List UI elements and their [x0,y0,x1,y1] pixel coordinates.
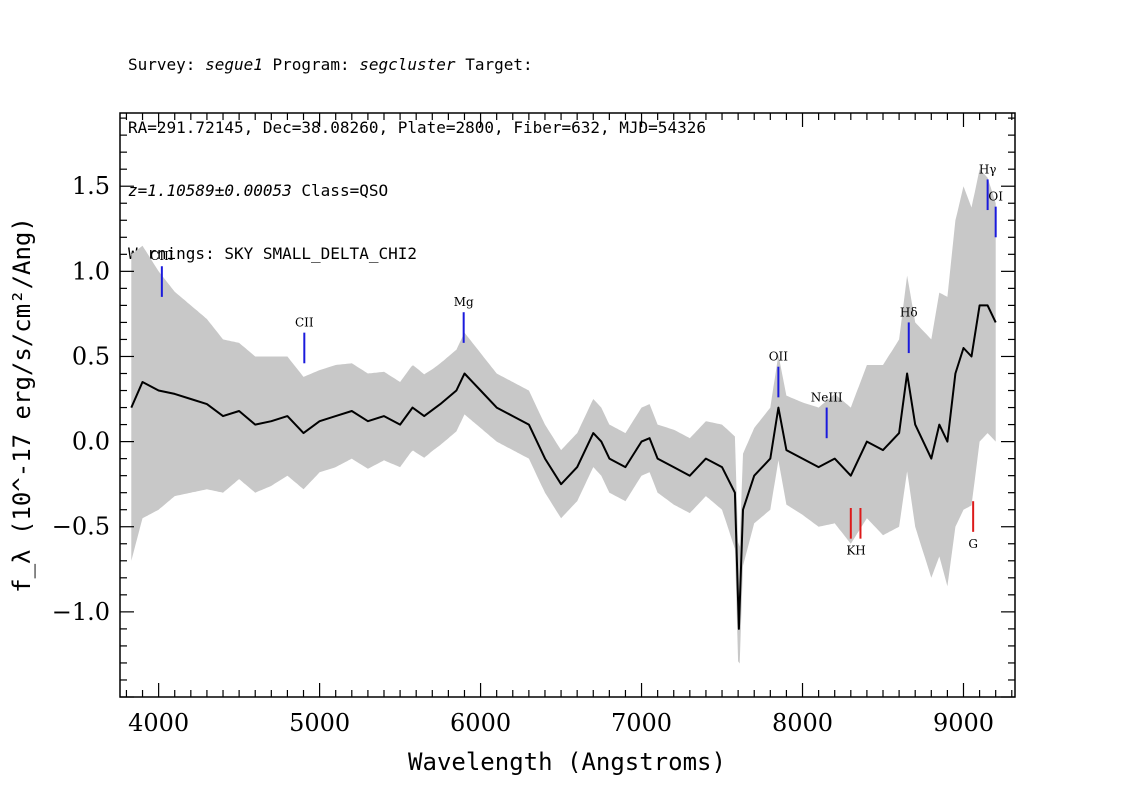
x-tick-label: 7000 [611,709,672,737]
flux-line [130,304,997,630]
line-label-neiii: NeIII [811,391,843,405]
x-tick-label: 6000 [450,709,511,737]
line-label-oi: OI [988,190,1003,204]
x-tick-label: 4000 [128,709,189,737]
line-label-mg: Mg [454,295,474,309]
plot-frame [119,112,1016,698]
y-tick-label: 1.0 [72,257,110,285]
program-key: Program: [272,55,350,74]
y-tick-label: −1.0 [52,598,110,626]
header-line-redshift: z=1.10589±0.00053 Class=QSO [128,180,706,201]
line-label-ciii: CIII [150,249,174,263]
survey-key: Survey: [128,55,196,74]
error-band-area [131,169,996,664]
redshift-value: z=1.10589±0.00053 [128,181,292,200]
header-line-survey: Survey: segue1 Program: segcluster Targe… [128,54,706,75]
spectrum-header: Survey: segue1 Program: segcluster Targe… [128,12,706,285]
x-tick-label: 8000 [772,709,833,737]
survey-name: segue1 [205,55,263,74]
line-label-g: G [968,537,978,551]
line-label-hγ: Hγ [979,162,997,176]
class-value: Class=QSO [301,181,389,200]
x-axis-title: Wavelength (Angstroms) [408,748,726,776]
x-tick-label: 5000 [289,709,350,737]
line-label-k: K [846,544,856,558]
axes: 4000 5000 6000 7000 8000 9000 −1.0 −0.5 0.0 0.5 1.… [52,113,1015,737]
y-tick-label: −0.5 [52,513,110,541]
line-label-h: H [855,544,865,558]
line-label-cii: CII [295,316,314,330]
y-tick-label: 1.5 [72,172,110,200]
y-axis-title: f_λ (10^-17 erg/s/cm²/Ang) [8,217,36,593]
header-line-coordinates: RA=291.72145, Dec=38.08260, Plate=2800, … [128,118,706,137]
flux-series [130,304,997,630]
line-label-oii: OII [769,350,789,364]
target-key: Target: [465,55,533,74]
program-name: segcluster [359,55,456,74]
line-label-hδ: Hδ [900,305,918,319]
error-band [131,169,996,664]
y-tick-label: 0.0 [72,428,110,456]
y-tick-label: 0.5 [72,342,110,370]
x-tick-label: 9000 [933,709,994,737]
spectral-line-markers: CIII CII Mg OII NeIII Hδ Hγ OI K H G [150,162,1003,557]
